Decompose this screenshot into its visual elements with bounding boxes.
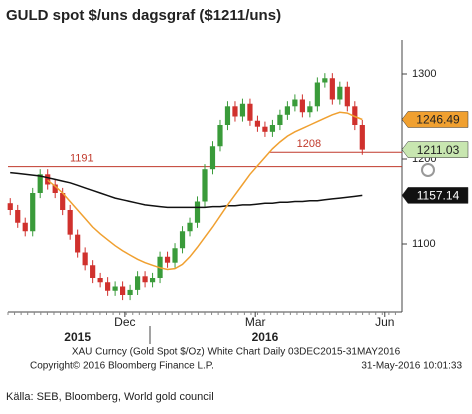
candle-body [299, 99, 305, 113]
candle-body [45, 174, 51, 185]
icon [421, 163, 435, 177]
candle-body [134, 276, 141, 290]
candle-body [344, 86, 350, 107]
x-tick-label: Dec [114, 315, 135, 329]
footer-copyright: Copyright© 2016 Bloomberg Finance L.P. [30, 361, 214, 372]
candle-body [322, 78, 328, 83]
candle-body [329, 78, 335, 100]
price-tag [401, 111, 469, 128]
candle-body [149, 278, 156, 283]
x-tick-label: Jun [375, 315, 394, 329]
price-tag-label: 1211.03 [417, 143, 460, 157]
candle-body [314, 82, 320, 107]
moving-average [10, 171, 363, 209]
price-tag-label: 1246.49 [416, 113, 460, 127]
candle-body [22, 222, 28, 232]
year-label: 2015 [64, 330, 91, 344]
candle-body [262, 126, 268, 132]
candle-body [337, 86, 343, 100]
y-tick-label: 1100 [412, 238, 436, 250]
candle-body [164, 256, 171, 263]
candle-body [247, 103, 253, 121]
candle-body [209, 146, 216, 170]
price-tag [401, 141, 469, 158]
candle-body [202, 169, 208, 202]
candle-body [105, 282, 111, 291]
candle-body [97, 278, 103, 283]
x-tick-label: Mar [245, 315, 266, 329]
candle-body [120, 286, 126, 295]
candle-body [67, 210, 73, 235]
candle-body [277, 114, 283, 125]
candle-body [60, 193, 66, 210]
candle-body [75, 234, 81, 253]
candle-body [239, 103, 246, 117]
y-tick-label: 1300 [412, 68, 436, 80]
level-label: 1191 [70, 153, 94, 165]
level-label: 1208 [297, 138, 321, 150]
footer-date: 31-May-2016 10:01:33 [361, 361, 462, 372]
chart-title: GULD spot $/uns dagsgraf ($1211/uns) [6, 7, 281, 24]
candle-body [52, 184, 58, 193]
candle-body [172, 248, 178, 263]
candle-body [194, 201, 201, 223]
candle-body [232, 106, 238, 117]
candle-body [284, 106, 290, 115]
moving-average [47, 111, 363, 271]
footer-line: XAU Curncy (Gold Spot $/Oz) White Chart … [72, 347, 401, 358]
candle-body [112, 286, 118, 291]
candle-body [127, 289, 133, 295]
candle-body [30, 193, 36, 232]
candle-body [7, 203, 13, 210]
candle-body [82, 252, 88, 266]
candle-body [269, 125, 276, 132]
candle-body [359, 125, 365, 150]
candle-body [254, 120, 261, 127]
price-tag [401, 187, 469, 204]
candle-body [179, 231, 186, 249]
price-tag-label: 1157.14 [417, 189, 460, 203]
candle-body [352, 106, 358, 125]
candle-body [307, 106, 313, 113]
candle-body [187, 222, 193, 232]
candle-body [142, 276, 148, 283]
candle-body [224, 106, 231, 125]
candle-body [90, 265, 96, 278]
year-label: 2016 [252, 330, 279, 344]
candle-body [37, 174, 43, 193]
candle-body [292, 99, 298, 107]
candle-body [217, 125, 223, 147]
source: Källa: SEB, Bloomberg, World gold counci… [6, 391, 214, 403]
candle-body [15, 210, 21, 223]
